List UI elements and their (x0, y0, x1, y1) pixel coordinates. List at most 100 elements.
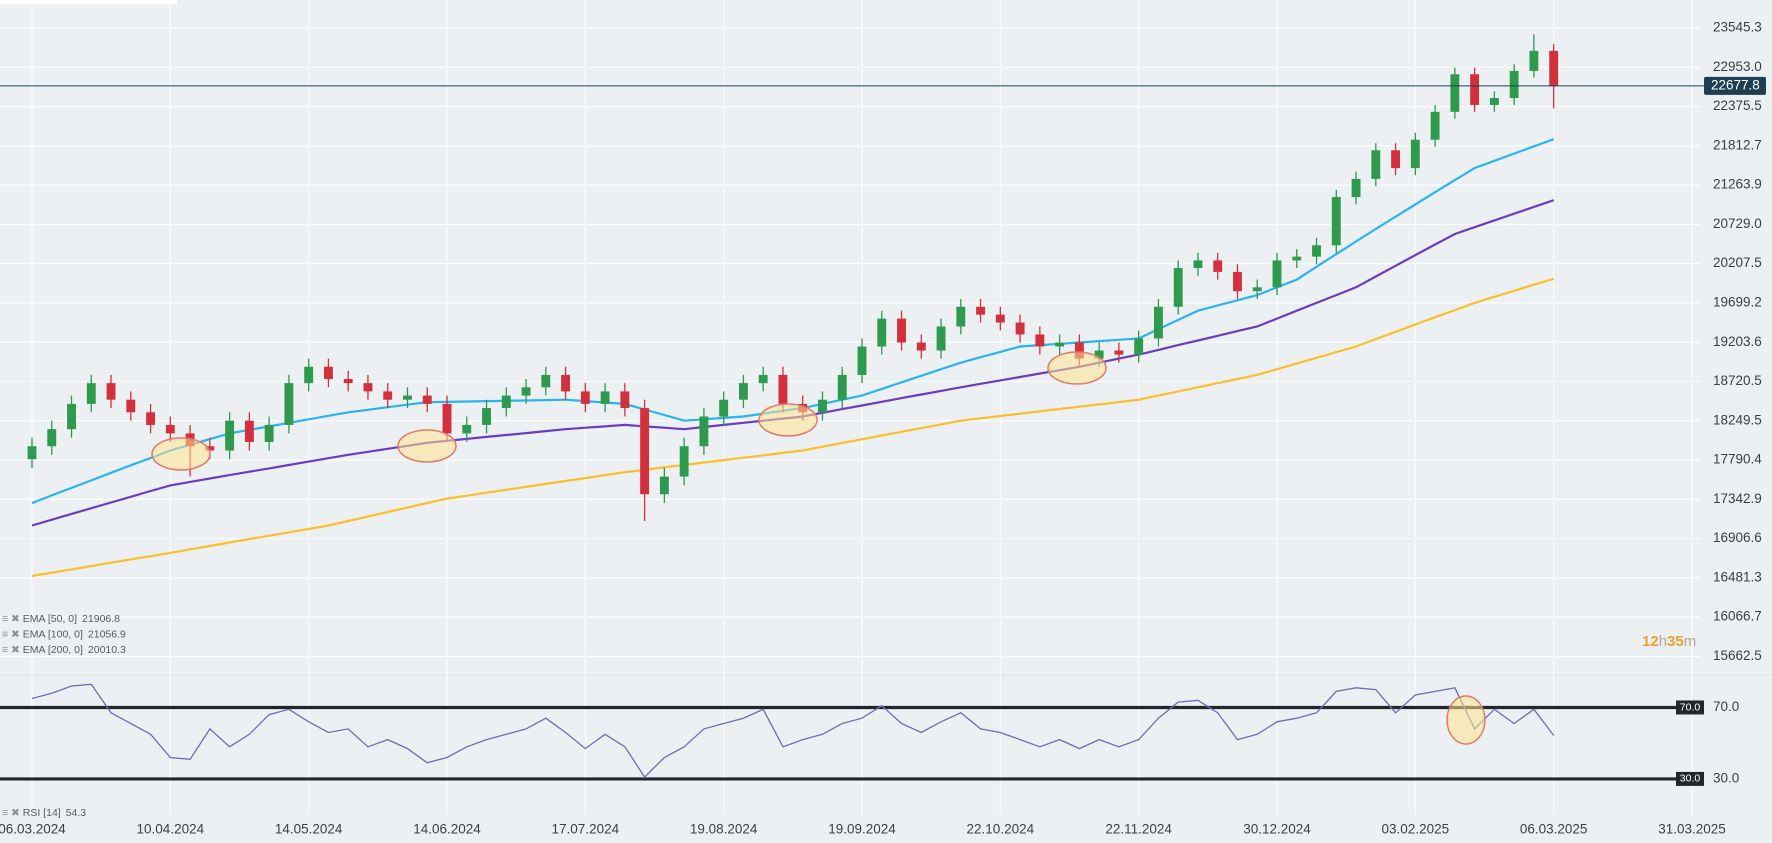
candle-body (620, 391, 630, 409)
y-tick-label: 19699.2 (1713, 294, 1762, 309)
candle-body (1410, 139, 1420, 169)
legend-value: 21906.8 (82, 613, 120, 625)
candle-body (857, 346, 867, 375)
candle-body (916, 342, 926, 351)
candle-body (837, 374, 847, 400)
legend-icon: ≡ ✖ (2, 613, 23, 625)
candle-body (462, 424, 472, 434)
legend-value: 21056.9 (88, 628, 126, 640)
x-tick-label: 30.12.2024 (1243, 822, 1311, 837)
x-tick-label: 10.04.2024 (137, 822, 205, 837)
candle-body (383, 391, 393, 400)
legend-name: RSI [14] (23, 807, 61, 819)
candle-body (1470, 74, 1480, 105)
series-line (31, 683, 1555, 779)
x-tick-label: 14.05.2024 (275, 822, 343, 837)
candle-body (699, 416, 709, 447)
candle-body (758, 374, 768, 384)
x-tick-label: 31.03.2025 (1658, 822, 1726, 837)
candle-body (1292, 256, 1302, 261)
annotation-ellipse (1446, 695, 1486, 745)
y-tick-label: 15662.5 (1713, 648, 1762, 663)
y-tick-label: 16906.6 (1713, 530, 1762, 545)
level-box (1676, 771, 1704, 786)
candle-body (244, 420, 254, 442)
x-tick-label: 06.03.2025 (1520, 822, 1588, 837)
level-label: 30.0 (1680, 773, 1701, 785)
candle-body (1450, 74, 1460, 112)
countdown-part: 35 (1667, 633, 1684, 650)
legend-value: 54.3 (66, 807, 87, 819)
series-line (31, 277, 1555, 578)
candle-body (264, 424, 274, 442)
level-label: 70.0 (1680, 701, 1701, 713)
candle-body (778, 374, 788, 404)
y-tick-label: 18249.5 (1713, 412, 1762, 427)
candle-body (205, 446, 215, 451)
candle-body (1134, 338, 1144, 355)
candle-body (1153, 306, 1163, 339)
candle-body (1549, 50, 1559, 86)
candle-body (897, 318, 906, 343)
candle-body (106, 383, 116, 400)
legend-icon: ≡ ✖ (2, 807, 23, 819)
y-tick-label: 17790.4 (1713, 452, 1762, 467)
candle-body (995, 314, 1005, 323)
candle-body (877, 318, 887, 347)
candle-body (323, 366, 333, 380)
x-tick-label: 19.09.2024 (828, 822, 896, 837)
legend-entry: ≡ ✖ EMA [200, 0] 20010.3 (2, 644, 126, 656)
annotation-ellipse (758, 403, 818, 437)
y-tick-label: 20207.5 (1713, 255, 1762, 270)
x-tick-label: 19.08.2024 (690, 822, 758, 837)
x-tick-label: 22.10.2024 (967, 822, 1035, 837)
candle-body (1312, 245, 1321, 257)
candle-body (738, 383, 748, 400)
legend-entry: ≡ ✖ RSI [14] 54.3 (2, 807, 86, 819)
x-tick-label: 17.07.2024 (552, 822, 620, 837)
x-tick-label: 06.03.2024 (0, 822, 66, 837)
y-tick-label: 70.0 (1713, 699, 1739, 714)
candle-body (1391, 150, 1401, 169)
x-tick-label: 03.02.2025 (1382, 822, 1450, 837)
candle-body (679, 446, 689, 477)
candle-body (1173, 268, 1183, 307)
level-box (1676, 700, 1704, 715)
y-tick-label: 22375.5 (1713, 98, 1762, 113)
candle-body (482, 408, 491, 425)
y-tick-label: 19203.6 (1713, 334, 1762, 349)
candle-body (1489, 98, 1499, 105)
countdown-part: m (1684, 633, 1697, 650)
candle-body (422, 395, 432, 404)
candle-body (363, 383, 373, 392)
candle-body (146, 412, 156, 425)
y-tick-label: 30.0 (1713, 770, 1739, 785)
candle-body (521, 387, 531, 396)
y-tick-label: 16481.3 (1713, 569, 1762, 584)
candle-body (1055, 342, 1065, 347)
y-tick-label: 21263.9 (1713, 177, 1762, 192)
candle-body (86, 383, 96, 404)
candle-body (541, 374, 551, 388)
y-tick-label: 16066.7 (1713, 609, 1762, 624)
countdown-part: h (1659, 633, 1667, 650)
candle-body (1509, 70, 1519, 99)
candle-body (304, 366, 314, 384)
y-tick-label: 20729.0 (1713, 216, 1762, 231)
legend-name: EMA [50, 0] (23, 613, 77, 625)
candle-body (126, 399, 136, 413)
candle-body (659, 476, 669, 495)
legend-name: EMA [200, 0] (23, 644, 83, 656)
candle-body (936, 326, 946, 351)
legend-value: 20010.3 (88, 644, 126, 656)
candle-body (284, 383, 294, 425)
candle-body (976, 306, 986, 315)
legend-icon: ≡ ✖ (2, 644, 23, 656)
annotation-ellipse (151, 437, 211, 471)
legend-name: EMA [100, 0] (23, 628, 83, 640)
candle-body (1015, 322, 1025, 335)
toolbar-stub (0, 0, 177, 4)
candle-body (1351, 178, 1361, 198)
y-tick-label: 23545.3 (1713, 20, 1762, 35)
